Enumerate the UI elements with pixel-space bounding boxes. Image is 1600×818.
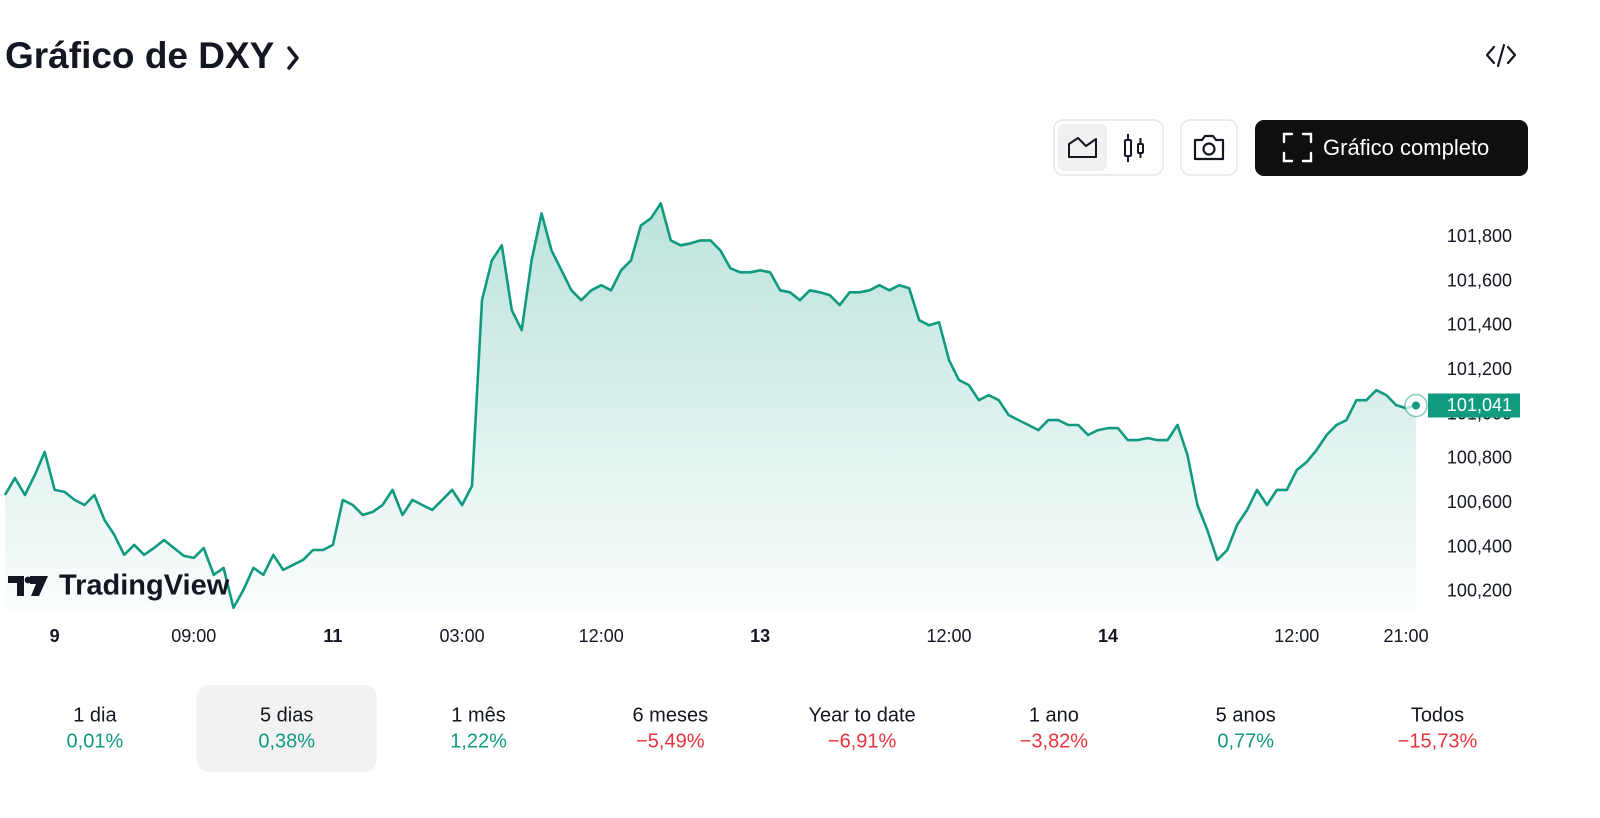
area-icon — [1068, 137, 1097, 158]
period-change[interactable]: −15,73% — [1398, 730, 1478, 752]
y-tick-label: 100,800 — [1447, 448, 1512, 468]
x-tick-label: 12:00 — [926, 626, 971, 646]
x-tick-label: 12:00 — [579, 626, 624, 646]
x-tick-label: 21:00 — [1384, 626, 1429, 646]
logo-text: TradingView — [59, 570, 230, 602]
y-tick-label: 100,600 — [1447, 492, 1512, 512]
full-chart-button[interactable] — [1255, 120, 1528, 176]
y-tick-label: 101,400 — [1447, 315, 1512, 335]
camera-icon — [1193, 134, 1225, 161]
period-label[interactable]: 1 ano — [1029, 704, 1079, 726]
tradingview-logo: TradingView — [8, 570, 230, 602]
x-tick-label: 12:00 — [1274, 626, 1319, 646]
period-label[interactable]: 1 dia — [73, 704, 117, 726]
x-tick-label: 9 — [50, 626, 60, 646]
period-change[interactable]: 0,38% — [258, 730, 315, 752]
x-tick-label: 13 — [750, 626, 770, 646]
period-tabs: 1 dia 0,01% 5 dias 0,38% 1 mês 1,22% 6 meses −5… — [67, 685, 1478, 772]
last-price-label: 101,041 — [1447, 395, 1512, 415]
chart: 100,200100,400100,600100,800101,000101,2… — [3, 202, 1520, 646]
candle-style-button[interactable] — [1124, 134, 1144, 162]
period-change[interactable]: −3,82% — [1020, 730, 1089, 752]
price-line — [3, 202, 1417, 610]
period-change[interactable]: −6,91% — [828, 730, 897, 752]
last-price-tag — [1428, 393, 1520, 418]
period-change[interactable]: 0,77% — [1217, 730, 1274, 752]
period-label[interactable]: Year to date — [809, 704, 916, 726]
period-label[interactable]: 6 meses — [633, 704, 709, 726]
period-label[interactable]: 5 dias — [260, 704, 313, 726]
y-tick-label: 100,200 — [1447, 581, 1512, 601]
period-label[interactable]: Todos — [1411, 704, 1464, 726]
embed-icon[interactable] — [1485, 43, 1517, 68]
period-change[interactable]: 1,22% — [450, 730, 507, 752]
x-tick-label: 14 — [1098, 626, 1118, 646]
last-point — [1412, 401, 1420, 410]
x-tick-label: 09:00 — [171, 626, 216, 646]
fullscreen-icon — [1282, 132, 1313, 163]
area-style-button[interactable] — [1058, 124, 1107, 171]
y-tick-label: 100,400 — [1447, 536, 1512, 556]
y-tick-label: 101,200 — [1447, 359, 1512, 379]
selected-tab[interactable] — [196, 685, 377, 772]
period-change[interactable]: 0,01% — [67, 730, 124, 752]
x-tick-label: 03:00 — [440, 626, 485, 646]
y-tick-label: 101,800 — [1447, 226, 1512, 246]
period-change[interactable]: −5,49% — [636, 730, 705, 752]
page-title[interactable]: Gráfico de DXY — [5, 35, 275, 76]
area-fill — [5, 203, 1416, 610]
y-tick-label: 101,600 — [1447, 270, 1512, 290]
period-label[interactable]: 5 anos — [1216, 704, 1276, 726]
period-label[interactable]: 1 mês — [451, 704, 505, 726]
screenshot-button[interactable] — [1180, 119, 1238, 176]
title-chevron[interactable] — [287, 46, 299, 70]
x-tick-label: 11 — [323, 626, 342, 646]
full-chart-label: Gráfico completo — [1323, 135, 1489, 160]
